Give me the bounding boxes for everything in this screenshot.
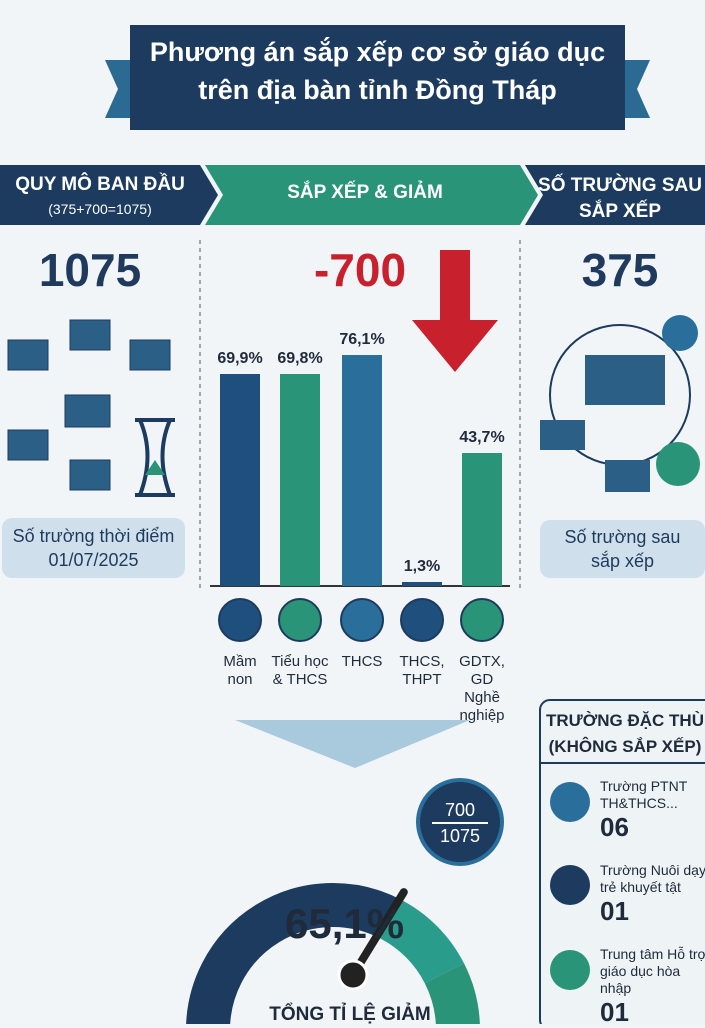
special-item: Trường Nuôi dạy trẻ khuyết tật 01 — [600, 862, 705, 927]
item-label: Trường Nuôi dạy — [600, 862, 705, 878]
special-heading: TRƯỜNG ĐẶC THÙ (KHÔNG SẮP XẾP) — [540, 708, 705, 760]
heading-line: (KHÔNG SẮP XẾP) — [548, 737, 702, 756]
item-label: trẻ khuyết tật — [600, 879, 681, 895]
category-icon — [218, 598, 262, 642]
item-label: Trung tâm Hỗ trợ — [600, 946, 705, 962]
bar — [462, 453, 502, 586]
category-icon — [340, 598, 384, 642]
category-icon — [400, 598, 444, 642]
category-icon — [460, 598, 504, 642]
left-caption: Số trường thời điểm 01/07/2025 — [2, 524, 185, 572]
item-label: Trường PTNT — [600, 778, 688, 794]
heading-line: SẮP XẾP — [578, 201, 662, 222]
title-line: trên địa bàn tỉnh Đồng Tháp — [198, 75, 557, 105]
fraction: 700 1075 — [420, 798, 500, 848]
caption-line: sắp xếp — [590, 551, 655, 571]
bar — [402, 582, 442, 586]
right-number: 375 — [581, 244, 659, 296]
item-label: giáo dục hòa nhập — [600, 963, 681, 996]
item-count: 01 — [600, 997, 629, 1027]
title-line: Phương án sắp xếp cơ sở giáo dục — [149, 37, 606, 67]
bar — [220, 373, 260, 586]
value-label: 76,1% — [339, 331, 385, 348]
value-label: 43,7% — [459, 429, 505, 447]
bar — [280, 374, 320, 586]
value-label: 69,9% — [217, 349, 263, 367]
needle — [349, 888, 408, 979]
category-label: THCS, THPT — [399, 653, 445, 688]
gauge-value: 65,1% — [285, 900, 405, 947]
bar — [342, 355, 382, 586]
gauge-rest — [379, 899, 464, 984]
item-count: 01 — [600, 896, 629, 926]
category-label: Tiểu học & THCS — [271, 653, 329, 688]
special-item: Trung tâm Hỗ trợ giáo dục hòa nhập 01 — [600, 946, 705, 1028]
category-label: Mầm non — [223, 653, 257, 688]
gauge-caption: TỔNG TỈ LỆ GIẢM — [269, 1004, 431, 1025]
caption-line: Số trường thời điểm — [12, 526, 175, 546]
special-item: Trường PTNT TH&THCS... 06 — [600, 778, 705, 843]
category-icon — [278, 598, 322, 642]
needle-hub — [337, 959, 369, 991]
heading-line: TRƯỜNG ĐẶC THÙ — [546, 711, 704, 730]
formula: (375+700=1075) — [48, 201, 152, 217]
middle-heading: SẮP XẾP & GIẢM — [287, 182, 443, 203]
numerator: 700 — [432, 798, 488, 824]
category-label: GDTX, GD Nghề nghiệp — [459, 653, 505, 724]
value-label: 69,8% — [277, 350, 323, 368]
denominator: 1075 — [439, 826, 481, 846]
caption-line: Số trường sau — [564, 527, 681, 547]
gauge-fill — [186, 883, 401, 1024]
left-number: 1075 — [38, 244, 142, 296]
value-label: 1,3% — [403, 558, 441, 576]
item-label: TH&THCS... — [600, 795, 678, 811]
category-label: THCS — [341, 653, 383, 670]
item-count: 06 — [600, 812, 629, 842]
middle-number: -700 — [313, 244, 407, 296]
right-caption: Số trường sau sắp xếp — [540, 525, 705, 573]
heading-line: SỐ TRƯỜNG SAU — [538, 175, 702, 196]
right-heading: SỐ TRƯỜNG SAU SẮP XẾP — [535, 173, 705, 225]
left-heading: QUY MÔ BAN ĐẦU — [15, 174, 185, 195]
title: Phương án sắp xếp cơ sở giáo dục trên đị… — [130, 33, 625, 109]
gauge-rest — [424, 963, 480, 1024]
caption-line: 01/07/2025 — [48, 550, 139, 570]
